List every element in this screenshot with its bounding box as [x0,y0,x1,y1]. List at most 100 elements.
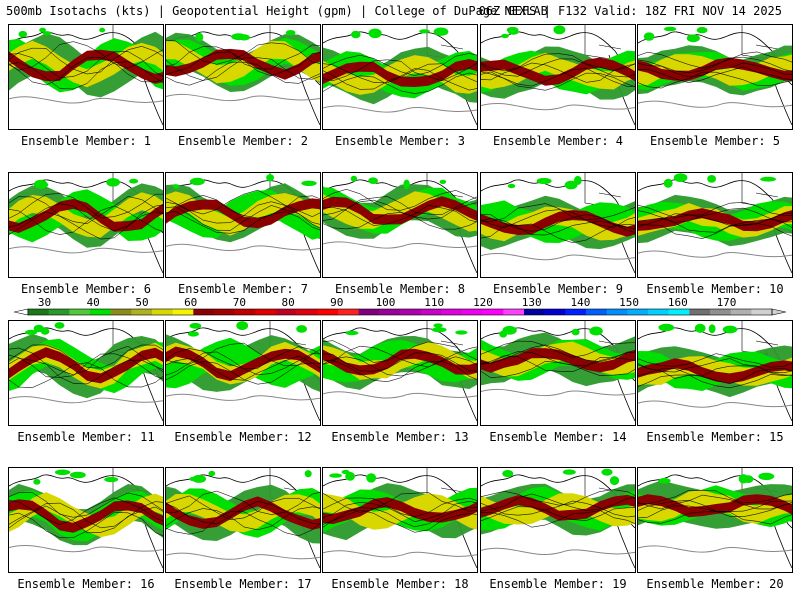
colorbar-swatch [524,309,545,315]
height-contour [9,501,163,529]
isotach-cell [351,30,361,39]
map-svg [323,321,477,422]
map-svg [638,173,792,274]
height-contour [481,62,635,83]
isotach-cell [329,473,342,478]
height-contour [9,357,163,385]
isotach-cell [601,468,613,476]
isotach-band-80kt [481,348,635,373]
map-svg [323,173,477,274]
height-contour-subtropical [638,100,792,108]
height-contour [638,217,792,233]
height-contour [481,355,635,372]
height-contour [166,506,320,531]
colorbar-swatch [544,309,566,315]
height-contour-subtropical [9,96,163,104]
colorbar-swatch [255,309,277,315]
colorbar-swatch [358,309,380,315]
height-contour [323,497,477,518]
height-contour [9,345,163,376]
isotach-colorbar: 30 40 50 60 70 80 90 100 110 120 130 140 150 160 170 [14,296,786,318]
isotach-cell [341,469,350,475]
isotach-cell [189,322,202,329]
ensemble-map-panel [480,24,636,130]
isotach-band-60kt [166,494,320,533]
ensemble-map-panel [480,320,636,426]
isotach-band-60kt [481,493,635,527]
isotach-cell [722,325,738,334]
map-svg [638,321,792,422]
colorbar-tick-label: 140 [570,296,590,309]
height-contour [166,490,320,515]
colorbar-swatch [503,309,525,315]
ensemble-map-panel [637,467,793,573]
isotach-cell [296,325,307,333]
isotach-cell [564,180,578,190]
isotach-cell [419,29,430,34]
height-contour [323,352,477,372]
isotach-cell [192,474,207,483]
colorbar-tick-label: 130 [522,296,542,309]
height-contour [323,500,477,523]
height-contour-subtropical [638,545,792,553]
isotach-band-60kt [323,55,477,95]
ensemble-member-label: Ensemble Member: 16 [17,577,155,591]
ensemble-member-label: Ensemble Member: 9 [492,282,624,296]
ensemble-map-panel [637,24,793,130]
map-svg [166,321,320,422]
height-contour [166,61,320,86]
height-contour [9,505,163,534]
height-contour [323,340,477,363]
isotach-cell [663,178,673,188]
height-contour [638,66,792,83]
colorbar-swatch [689,309,711,315]
height-contour [323,72,477,94]
isotach-cell [106,178,120,187]
height-contour [323,509,477,533]
height-contour [166,511,320,537]
height-contour-subtropical [166,93,320,102]
ensemble-map-panel [8,24,164,130]
map-svg [166,173,320,274]
height-contour [481,344,635,364]
height-contour-subtropical [323,241,477,249]
height-contour [323,59,477,82]
isotach-cell [562,469,576,475]
ensemble-member-label: Ensemble Member: 17 [174,577,312,591]
map-svg [9,25,163,126]
height-contour-subtropical [638,250,792,258]
colorbar-tick-label: 70 [233,296,246,309]
height-contour [638,212,792,228]
height-contour-subtropical [481,103,635,111]
map-svg [481,321,635,422]
colorbar-swatch [730,309,752,315]
isotach-cell [553,25,566,35]
isotach-cell [236,321,249,331]
height-contour [638,503,792,519]
map-svg [481,25,635,126]
isotach-cell [187,331,199,337]
height-contour [166,500,320,525]
isotach-cell [502,470,514,478]
height-contour-subtropical [481,253,635,261]
isotach-cell [172,184,180,189]
isotach-cell [285,30,296,36]
height-contour [9,51,163,79]
isotach-cell [104,476,119,483]
isotach-cell [208,470,216,477]
colorbar-swatch [69,309,91,315]
height-contour [638,490,792,505]
colorbar-swatch [400,309,421,315]
colorbar-swatch [751,309,773,315]
height-contour [166,351,320,376]
isotach-band-80kt [166,198,320,229]
height-contour [481,351,635,367]
colorbar-tick-label: 50 [135,296,148,309]
ensemble-map-panel [322,467,478,573]
ensemble-member-label: Ensemble Member: 4 [492,134,624,148]
height-contour [481,203,635,222]
ensemble-map-panel [8,172,164,278]
isotach-cell [266,174,274,182]
isotach-cell [368,28,382,39]
map-svg [9,468,163,569]
